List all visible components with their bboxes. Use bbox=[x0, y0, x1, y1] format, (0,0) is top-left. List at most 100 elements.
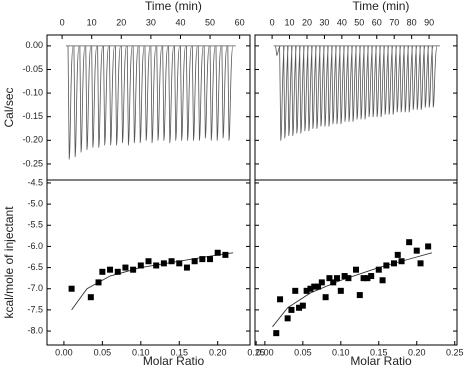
x-tick-label: 80 bbox=[407, 17, 417, 27]
x-tick-label: 0.05 bbox=[294, 347, 312, 357]
data-point bbox=[322, 294, 329, 301]
data-point bbox=[334, 275, 341, 282]
data-point bbox=[222, 251, 229, 258]
x-tick-label: 0.20 bbox=[209, 347, 227, 357]
injection-peak bbox=[191, 45, 198, 141]
plot-frame bbox=[46, 34, 251, 181]
data-point bbox=[68, 285, 75, 292]
x-tick-label: 0.10 bbox=[332, 347, 350, 357]
x-tick-label: 0.00 bbox=[55, 347, 73, 357]
injection-peak bbox=[275, 45, 281, 56]
injection-peak bbox=[203, 45, 210, 139]
data-point bbox=[160, 260, 167, 267]
data-point bbox=[137, 262, 144, 269]
x-axis-label: Molar Ratio bbox=[350, 354, 412, 368]
injection-peak bbox=[168, 45, 175, 144]
data-point bbox=[326, 275, 333, 282]
x-tick-label: 0.20 bbox=[408, 347, 426, 357]
injection-peak bbox=[197, 45, 204, 141]
data-point bbox=[87, 294, 94, 301]
injection-peak bbox=[185, 45, 192, 141]
injection-peak bbox=[221, 45, 228, 139]
x-tick-label: 0.25 bbox=[247, 347, 265, 357]
x-tick-label: 10 bbox=[87, 17, 97, 27]
x-tick-label: 50 bbox=[354, 17, 364, 27]
x-tick-label: 70 bbox=[389, 17, 399, 27]
plot-frame bbox=[254, 179, 458, 346]
injection-peak bbox=[227, 45, 234, 141]
x-tick-label: 60 bbox=[235, 17, 245, 27]
data-point bbox=[330, 279, 337, 286]
x-axis-label: Time (min) bbox=[353, 0, 410, 13]
data-point bbox=[114, 268, 121, 275]
y-tick-label: -0.15 bbox=[22, 111, 43, 121]
y-tick-label: 0.00 bbox=[25, 40, 43, 50]
x-axis-label: Time (min) bbox=[145, 0, 202, 13]
injection-peak bbox=[73, 45, 80, 158]
data-point bbox=[315, 283, 322, 290]
x-tick-label: 0.05 bbox=[94, 347, 112, 357]
injection-peak bbox=[138, 45, 145, 144]
data-point bbox=[341, 273, 348, 280]
data-point bbox=[360, 275, 367, 282]
x-tick-label: 20 bbox=[302, 17, 312, 27]
y-tick-label: -0.25 bbox=[22, 158, 43, 168]
data-point bbox=[417, 260, 424, 267]
x-tick-label: 0 bbox=[270, 17, 275, 27]
data-point bbox=[379, 277, 386, 284]
data-point bbox=[191, 258, 198, 265]
injection-peak bbox=[209, 45, 216, 141]
data-point bbox=[368, 273, 375, 280]
data-point bbox=[168, 258, 175, 265]
data-point bbox=[307, 285, 314, 292]
y-tick-label: -6.0 bbox=[27, 241, 43, 251]
x-tick-label: 0.25 bbox=[446, 347, 464, 357]
injection-peak bbox=[97, 45, 104, 148]
data-point bbox=[364, 275, 371, 282]
data-point bbox=[425, 243, 432, 250]
x-tick-label: 60 bbox=[372, 17, 382, 27]
data-point bbox=[296, 304, 303, 311]
injection-peak bbox=[114, 45, 121, 146]
injection-peak bbox=[174, 45, 181, 141]
data-point bbox=[345, 275, 352, 282]
x-tick-label: 30 bbox=[146, 17, 156, 27]
y-tick-label: -7.0 bbox=[27, 283, 43, 293]
data-point bbox=[99, 268, 106, 275]
y-tick-label: -7.5 bbox=[27, 304, 43, 314]
injection-peak bbox=[126, 45, 133, 146]
data-point bbox=[375, 266, 382, 273]
data-point bbox=[183, 264, 190, 271]
data-point bbox=[390, 260, 397, 267]
x-tick-label: 50 bbox=[205, 17, 215, 27]
data-point bbox=[413, 247, 420, 254]
injection-peak bbox=[162, 45, 169, 141]
injection-peak bbox=[215, 45, 222, 141]
y-tick-label: -4.5 bbox=[27, 177, 43, 187]
data-point bbox=[383, 262, 390, 269]
data-point bbox=[337, 287, 344, 294]
y-tick-label: -5.0 bbox=[27, 198, 43, 208]
x-tick-label: 40 bbox=[175, 17, 185, 27]
data-point bbox=[292, 287, 299, 294]
x-tick-label: 0.15 bbox=[370, 347, 388, 357]
injection-peak bbox=[144, 45, 151, 141]
injection-peak bbox=[109, 45, 116, 146]
injection-peak bbox=[132, 45, 139, 144]
x-tick-label: 40 bbox=[337, 17, 347, 27]
injection-peak bbox=[85, 45, 92, 151]
data-point bbox=[122, 264, 129, 271]
y-axis-label: kcal/mole of injectant bbox=[2, 206, 16, 319]
data-point bbox=[311, 283, 318, 290]
data-point bbox=[207, 256, 214, 263]
data-point bbox=[356, 292, 363, 299]
data-point bbox=[176, 260, 183, 267]
injection-peak bbox=[150, 45, 157, 144]
data-point bbox=[303, 287, 310, 294]
y-tick-label: -8.0 bbox=[27, 325, 43, 335]
y-tick-label: -0.05 bbox=[22, 64, 43, 74]
data-point bbox=[130, 266, 137, 273]
injection-peak bbox=[67, 45, 74, 160]
x-tick-label: 30 bbox=[319, 17, 329, 27]
